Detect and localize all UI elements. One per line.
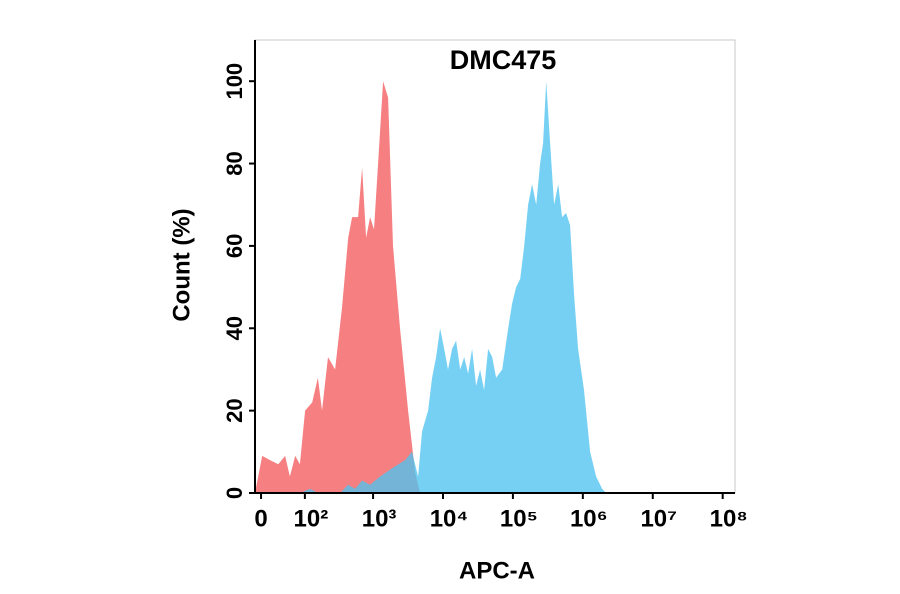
y-tick-label: 100 [222, 63, 247, 100]
y-tick-label: 80 [222, 151, 247, 175]
y-tick-label: 0 [222, 487, 247, 499]
y-tick-label: 60 [222, 234, 247, 258]
x-tick-label: 10⁵ [500, 505, 538, 532]
y-tick-label: 20 [222, 398, 247, 422]
x-tick-label: 10⁶ [570, 505, 608, 532]
x-axis-label: APC-A [459, 557, 535, 584]
x-tick-label: 10⁴ [430, 505, 469, 532]
y-tick-label: 40 [222, 316, 247, 340]
x-tick-label: 0 [254, 505, 267, 532]
y-axis-label: Count (%) [168, 208, 195, 321]
x-tick-label: 10² [294, 505, 329, 532]
x-tick-label: 10⁸ [710, 505, 748, 532]
histogram-area [299, 81, 607, 493]
x-tick-label: 10³ [362, 505, 397, 532]
histogram-area [255, 81, 421, 493]
x-tick-label: 10⁷ [640, 505, 677, 532]
chart-title: DMC475 [450, 45, 557, 75]
